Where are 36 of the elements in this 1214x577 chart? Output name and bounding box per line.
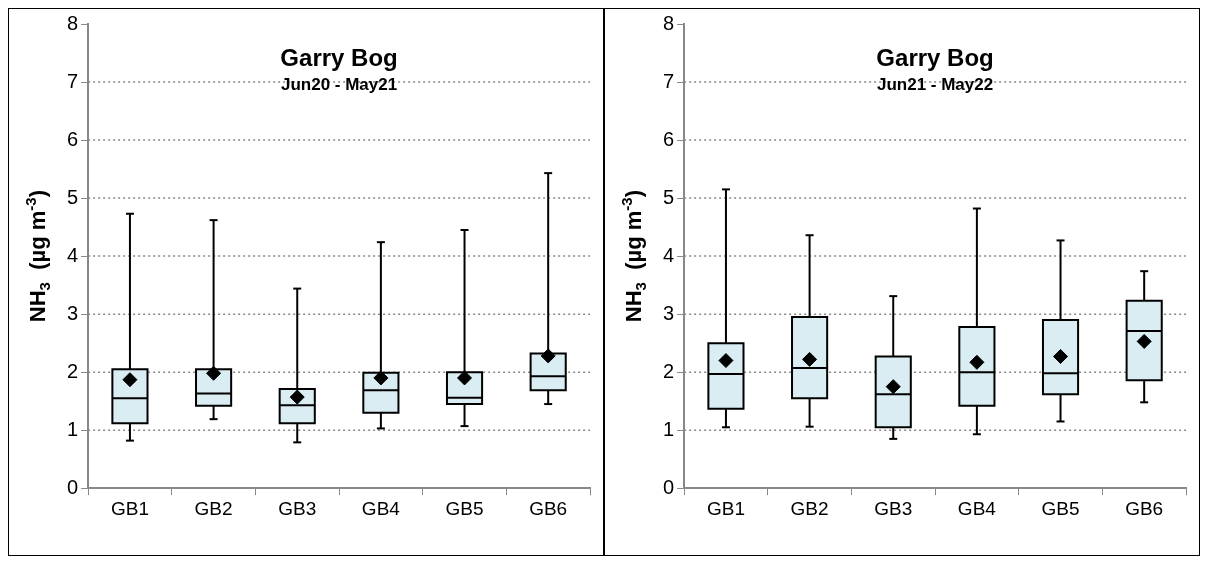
y-axis-title: NH3 (µg m-3) xyxy=(22,190,53,323)
x-tick-label: GB2 xyxy=(790,497,829,519)
x-tick-label: GB6 xyxy=(1125,497,1164,519)
text: Garry Bog xyxy=(280,44,398,71)
y-tick-label: 6 xyxy=(67,127,79,150)
x-tick-label: GB3 xyxy=(874,497,913,519)
x-tick-label: GB1 xyxy=(110,497,149,519)
y-tick-label: 5 xyxy=(67,185,79,208)
y-tick-label: 1 xyxy=(67,417,79,440)
y-tick-label: 3 xyxy=(67,301,79,324)
y-tick-label: 8 xyxy=(663,11,675,34)
y-tick-label: 2 xyxy=(663,359,675,382)
y-tick-label: 6 xyxy=(663,127,675,150)
text: Jun20 - May21 xyxy=(280,75,398,94)
y-tick-label: 1 xyxy=(663,417,675,440)
text: Jun21 - May22 xyxy=(876,75,994,94)
x-tick-label: GB4 xyxy=(957,497,997,519)
y-axis-title: NH3 (µg m-3) xyxy=(618,190,649,323)
y-tick-label: 0 xyxy=(663,475,675,498)
y-tick-label: 4 xyxy=(67,243,79,266)
y-tick-label: 7 xyxy=(663,69,675,92)
y-tick-label: 2 xyxy=(67,359,79,382)
x-tick-label: GB4 xyxy=(361,497,401,519)
x-tick-label: GB2 xyxy=(194,497,233,519)
y-tick-label: 5 xyxy=(663,185,675,208)
y-tick-label: 3 xyxy=(663,301,675,324)
x-tick-label: GB6 xyxy=(529,497,568,519)
text: Garry Bog xyxy=(876,44,994,71)
x-tick-label: GB5 xyxy=(1041,497,1080,519)
x-tick-label: GB3 xyxy=(278,497,317,519)
y-tick-label: 0 xyxy=(67,475,79,498)
y-tick-label: 7 xyxy=(67,69,79,92)
y-tick-label: 8 xyxy=(67,11,79,34)
x-tick-label: GB1 xyxy=(706,497,745,519)
x-tick-label: GB5 xyxy=(445,497,484,519)
y-tick-label: 4 xyxy=(663,243,675,266)
